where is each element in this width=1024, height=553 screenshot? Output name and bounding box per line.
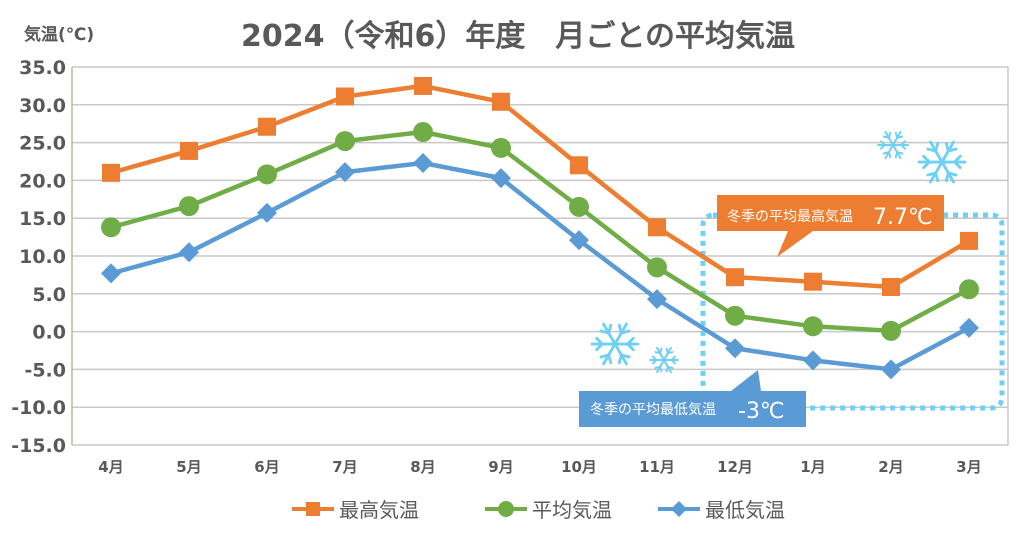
series-line	[110, 129, 971, 334]
x-tick-label: 12月	[717, 458, 753, 476]
data-point-marker	[881, 359, 901, 380]
legend-label: 平均気温	[532, 498, 612, 522]
legend-item: 最低気温	[658, 498, 785, 522]
data-point-marker	[570, 156, 588, 175]
legend-item: 最高気温	[292, 498, 419, 522]
y-axis-label: 気温(℃)	[23, 24, 94, 45]
legend-label: 最低気温	[705, 498, 785, 522]
data-point-marker	[336, 87, 354, 106]
series-avg	[101, 122, 979, 341]
data-point-marker	[413, 122, 433, 143]
data-point-marker	[959, 279, 979, 300]
data-point-marker	[101, 263, 121, 284]
snowflake-icon	[917, 140, 967, 184]
data-point-marker	[491, 168, 511, 189]
x-tick-label: 8月	[410, 458, 435, 476]
data-point-marker	[491, 137, 511, 158]
data-point-marker	[179, 196, 199, 217]
callout-winter-min-value: -3℃	[738, 399, 785, 424]
callout-winter-max: 冬季の平均最高気温 7.7℃	[717, 195, 944, 257]
data-point-marker	[882, 277, 900, 296]
data-point-marker	[257, 202, 277, 223]
x-tick-label: 2月	[878, 458, 903, 476]
x-tick-label: 9月	[488, 458, 513, 476]
y-tick-label: -15.0	[11, 435, 66, 457]
data-point-marker	[960, 231, 978, 250]
x-tick-label: 11月	[639, 458, 675, 476]
snowflake-icon	[649, 346, 679, 374]
callout-winter-min: 冬季の平均最低気温 -3℃	[579, 370, 806, 427]
data-point-marker	[102, 163, 120, 182]
data-point-marker	[413, 153, 433, 174]
data-point-marker	[335, 162, 355, 183]
data-point-marker	[959, 317, 979, 338]
data-point-marker	[258, 117, 276, 136]
series-line	[110, 160, 971, 372]
y-tick-label: 35.0	[19, 57, 66, 79]
series-group	[101, 76, 979, 380]
series-min	[101, 153, 979, 380]
winter-highlight-region	[700, 212, 1005, 411]
data-point-marker	[335, 131, 355, 152]
data-point-marker	[725, 338, 745, 359]
data-point-marker	[414, 76, 432, 95]
data-point-marker	[648, 218, 666, 237]
snowflake-icon	[590, 322, 640, 366]
data-point-marker	[257, 164, 277, 185]
gridlines	[71, 66, 1009, 446]
data-point-marker	[569, 230, 589, 251]
x-tick-label: 5月	[176, 458, 201, 476]
data-point-marker	[647, 257, 667, 278]
y-tick-label: 20.0	[19, 170, 66, 192]
data-point-marker	[804, 272, 822, 291]
x-tick-label: 1月	[800, 458, 825, 476]
x-tick-label: 6月	[254, 458, 279, 476]
chart-title: 2024（令和6）年度 月ごとの平均気温	[241, 19, 795, 54]
data-point-marker	[647, 289, 667, 310]
y-tick-label: -10.0	[11, 397, 66, 419]
snowflake-icon	[877, 131, 909, 159]
y-tick-label: 5.0	[32, 284, 66, 306]
series-line	[110, 83, 971, 290]
y-tick-label: 25.0	[19, 133, 66, 155]
y-tick-label: 10.0	[19, 246, 66, 268]
snowflake-decorations	[590, 131, 967, 374]
y-tick-label: 15.0	[19, 208, 66, 230]
highlight-region-border	[700, 212, 1005, 411]
data-point-marker	[803, 350, 823, 371]
data-point-marker	[492, 92, 510, 111]
x-tick-label: 7月	[332, 458, 357, 476]
callout-winter-max-label: 冬季の平均最高気温	[727, 208, 853, 225]
legend-marker	[498, 501, 514, 517]
callouts: 冬季の平均最高気温 7.7℃ 冬季の平均最低気温 -3℃	[579, 195, 944, 427]
legend-marker	[306, 502, 320, 516]
data-point-marker	[180, 141, 198, 160]
y-tick-label: 0.0	[32, 322, 66, 344]
data-point-marker	[803, 316, 823, 337]
y-tick-label: 30.0	[19, 95, 66, 117]
x-tick-label: 4月	[98, 458, 123, 476]
series-max	[102, 76, 978, 296]
y-axis-ticks: 35.0 30.0 25.0 20.0 15.0 10.0 5.0 0.0 -5.0 -10.0 -…	[11, 57, 66, 457]
legend-marker	[671, 501, 687, 517]
data-point-marker	[881, 320, 901, 341]
x-tick-label: 10月	[561, 458, 597, 476]
legend-item: 平均気温	[485, 498, 612, 522]
x-tick-label: 3月	[956, 458, 981, 476]
y-tick-label: -5.0	[24, 359, 66, 381]
data-point-marker	[179, 242, 199, 263]
legend-label: 最高気温	[339, 498, 419, 522]
data-point-marker	[569, 196, 589, 217]
callout-winter-min-label: 冬季の平均最低気温	[590, 402, 716, 418]
legend: 最高気温 平均気温 最低気温	[292, 498, 785, 522]
data-point-marker	[101, 217, 121, 238]
data-point-marker	[726, 268, 744, 287]
data-point-marker	[725, 305, 745, 326]
callout-winter-max-value: 7.7℃	[873, 205, 933, 230]
x-axis-ticks: 4月 5月 6月 7月 8月 9月 10月 11月 12月 1月 2月 3月	[98, 458, 981, 476]
